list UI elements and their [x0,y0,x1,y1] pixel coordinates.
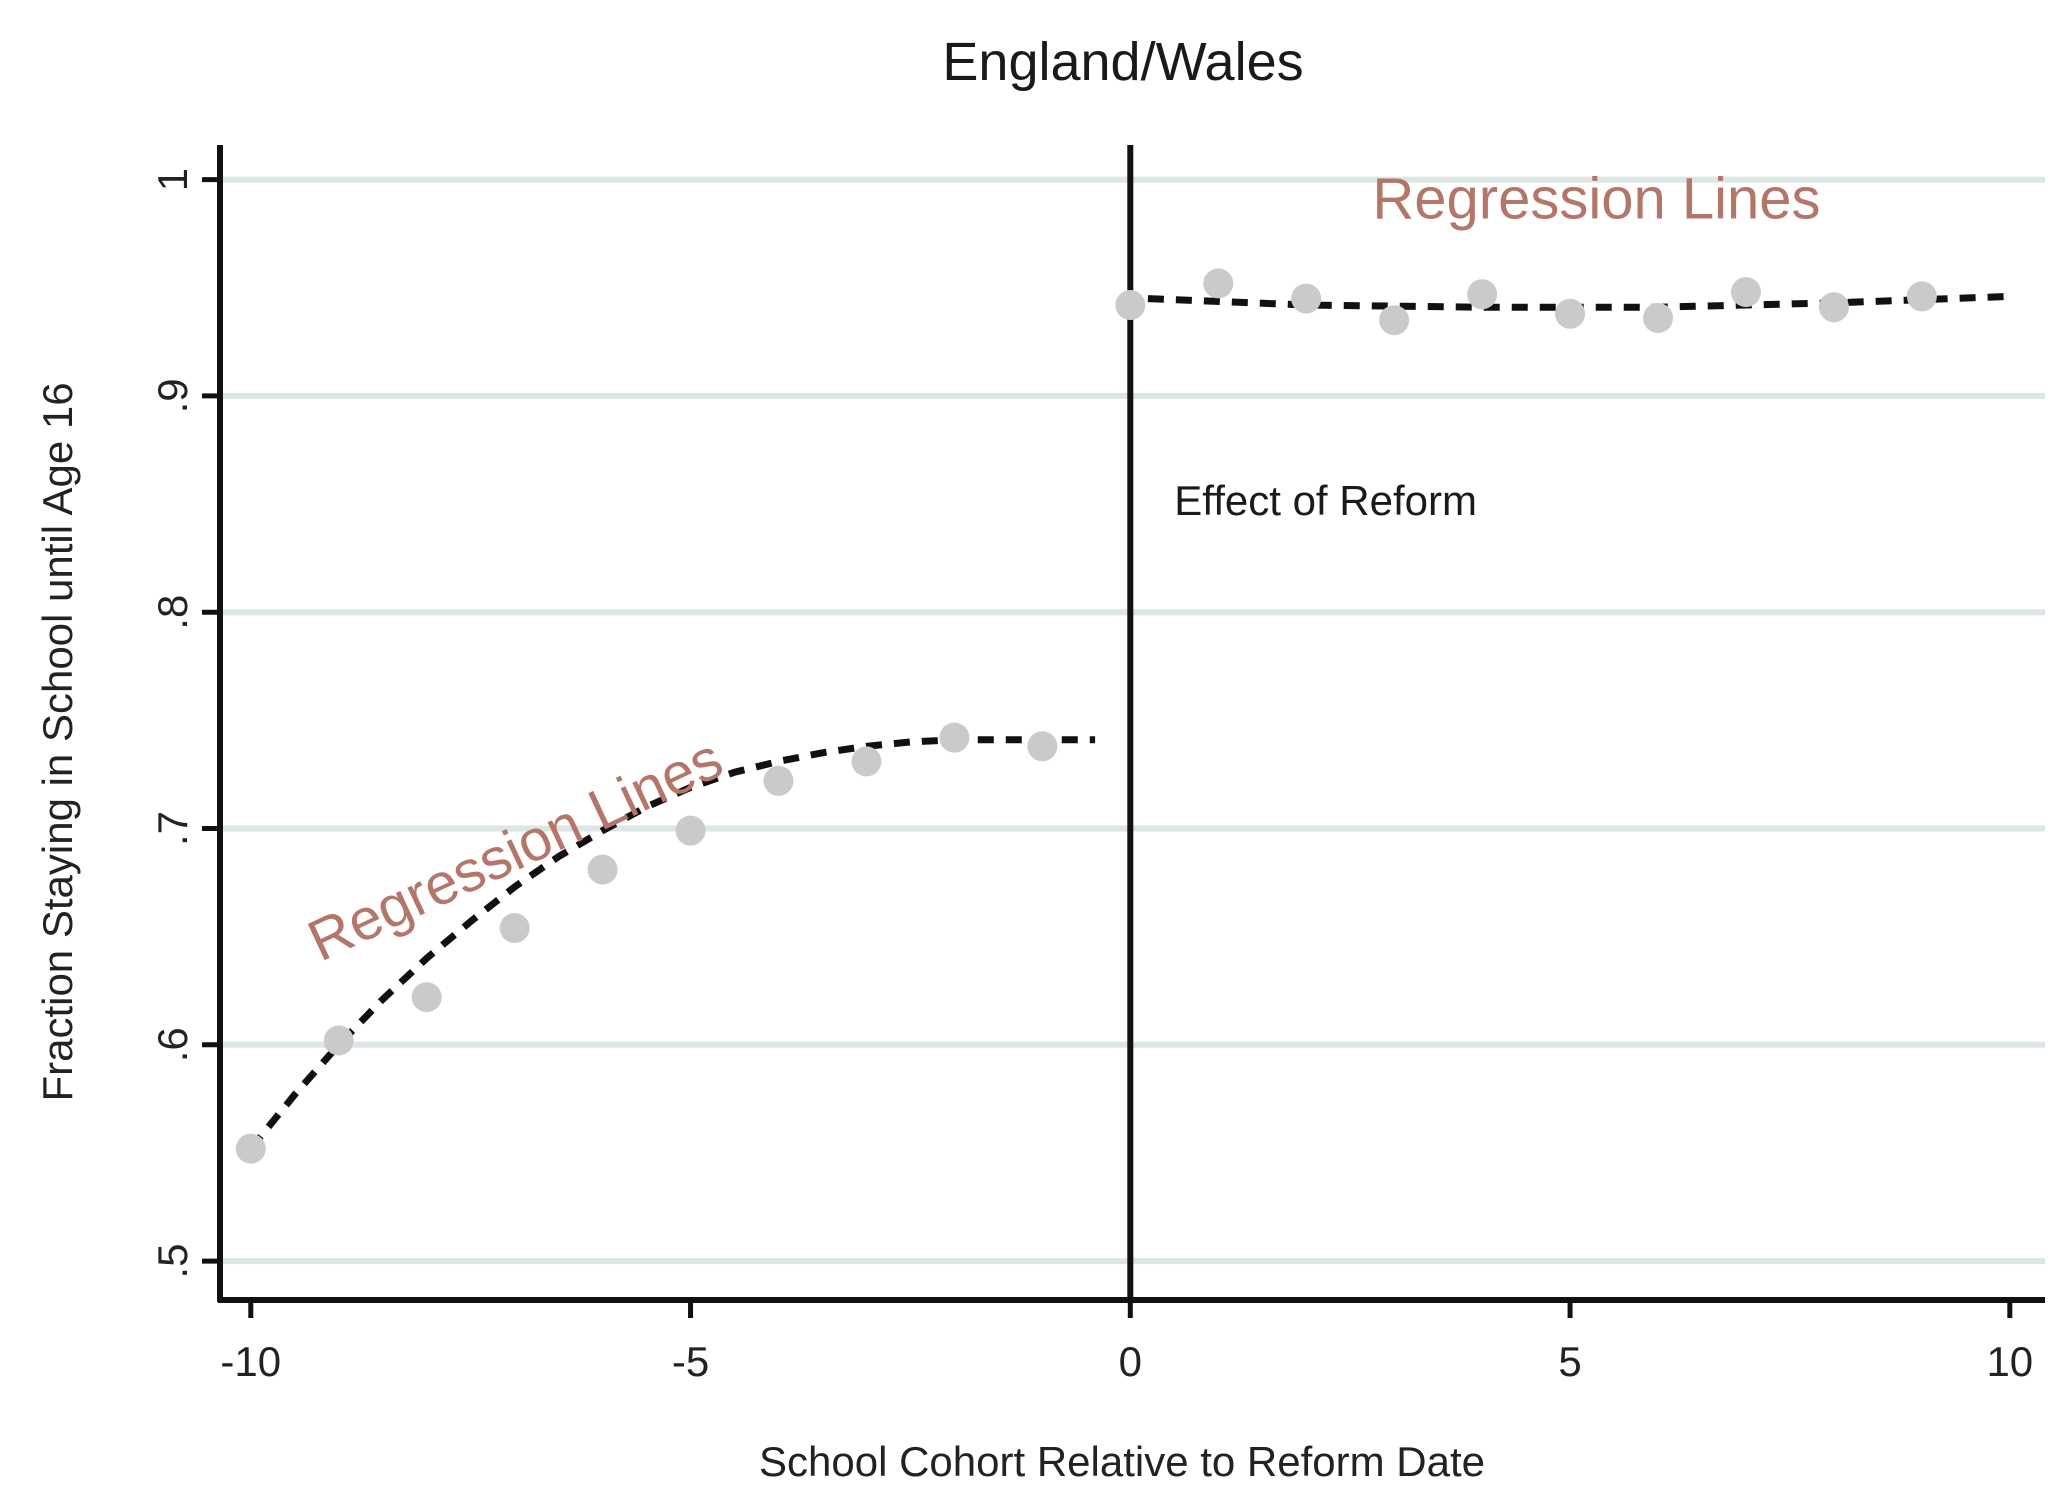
x-tick-label: 0 [1119,1338,1142,1385]
data-point [411,982,442,1013]
data-point [1203,268,1234,299]
data-point [1643,303,1674,334]
y-tick-label: .9 [149,378,196,413]
data-point [1027,731,1058,762]
y-tick-label: .6 [149,1027,196,1062]
data-point [1291,283,1322,314]
axes [202,145,2045,1318]
data-point [939,722,970,753]
regression-lines-annotation: Regression Lines [1372,167,1820,232]
y-tick-label: .7 [149,811,196,846]
tick-labels: .5 .6 .7 .8 .9 1 -10 -5 0 5 10 [149,168,2033,1385]
data-point [1730,277,1761,308]
data-point [851,746,882,777]
data-point [1818,292,1849,323]
x-tick-label: 10 [1986,1338,2033,1385]
data-point [235,1133,266,1164]
y-tick-label: .8 [149,595,196,630]
data-point [1379,305,1410,336]
data-point [675,815,706,846]
data-point [763,765,794,796]
y-tick-label: 1 [149,168,196,191]
data-point [1467,279,1498,310]
data-point [499,912,530,943]
regression-line [248,736,1096,1151]
data-points [235,268,1937,1164]
x-tick-label: 5 [1558,1338,1581,1385]
data-point [1115,290,1146,321]
chart-title: England/Wales [942,32,1303,92]
data-point [587,854,618,885]
data-point [1555,298,1586,329]
x-axis-label: School Cohort Relative to Reform Date [759,1438,1485,1485]
data-point [323,1025,354,1056]
effect-of-reform-annotation: Effect of Reform [1174,477,1477,524]
x-tick-label: -5 [672,1338,709,1385]
x-tick-label: -10 [220,1338,281,1385]
y-axis-label: Fraction Staying in School until Age 16 [34,382,81,1101]
grid-lines [222,176,2045,1265]
data-point [1906,281,1937,312]
y-tick-label: .5 [149,1244,196,1279]
